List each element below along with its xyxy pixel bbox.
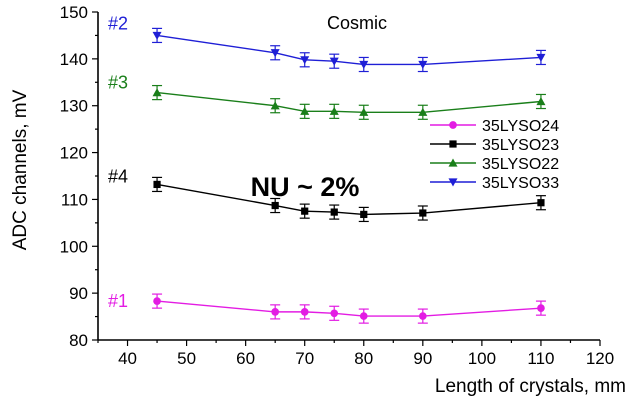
data-point: [329, 57, 339, 66]
data-point: [418, 312, 427, 320]
legend-item: 35LYSO33: [430, 175, 559, 192]
data-point: [359, 60, 369, 69]
x-tick-label: 110: [527, 349, 554, 368]
legend-label: 35LYSO22: [482, 156, 559, 173]
legend-marker: [448, 158, 458, 167]
y-tick-label: 80: [69, 331, 88, 350]
series-tag-label: #1: [108, 291, 128, 311]
series-35LYSO33: #2: [108, 13, 546, 73]
data-point: [329, 106, 339, 115]
legend-item: 35LYSO22: [430, 156, 559, 173]
series-35LYSO24: #1: [108, 291, 546, 324]
series-layer: #1 #4 #3 #2: [108, 13, 546, 324]
data-point: [152, 31, 162, 40]
series-tag-label: #3: [108, 73, 128, 93]
data-point: [359, 312, 368, 320]
data-point: [300, 56, 310, 65]
nu-annotation: NU ~ 2%: [251, 172, 360, 202]
data-point: [153, 180, 161, 189]
data-point: [300, 308, 309, 316]
y-tick-label: 150: [60, 3, 88, 22]
data-point: [330, 208, 338, 216]
y-tick-label: 140: [60, 50, 88, 69]
data-point: [419, 209, 427, 217]
x-tick-label: 80: [354, 349, 373, 368]
data-point: [359, 107, 369, 116]
x-tick-label: 60: [236, 349, 255, 368]
data-point: [300, 106, 310, 115]
series-tag-label: #2: [108, 13, 128, 33]
legend-label: 35LYSO23: [482, 137, 559, 154]
y-tick-label: 100: [60, 237, 88, 256]
data-point: [536, 53, 546, 62]
data-point: [152, 88, 162, 97]
legend-marker: [448, 178, 458, 187]
data-point: [537, 199, 545, 207]
x-tick-label: 120: [586, 349, 614, 368]
y-tick-label: 90: [69, 284, 88, 303]
legend-item: 35LYSO23: [430, 137, 559, 154]
y-axis-title: ADC channels, mV: [10, 89, 31, 250]
chart-title: Cosmic: [327, 13, 387, 33]
x-axis-title: Length of crystals, mm: [435, 376, 626, 397]
data-point: [301, 207, 309, 215]
x-tick-label: 70: [295, 349, 314, 368]
data-point: [270, 49, 280, 58]
legend-item: 35LYSO24: [430, 118, 559, 135]
series-35LYSO23: #4: [108, 166, 546, 223]
data-point: [271, 201, 279, 210]
axes: 40 50 60 70 80 90 100 110 120 80 90 100 110 120 130 140…: [60, 3, 615, 368]
data-point: [271, 308, 280, 316]
series-tag-label: #4: [108, 166, 128, 186]
y-tick-label: 130: [60, 97, 88, 116]
legend-marker: [449, 121, 457, 129]
x-tick-label: 50: [177, 349, 196, 368]
y-tick-label: 120: [60, 144, 88, 163]
y-tick-label: 110: [61, 190, 88, 209]
data-point: [418, 60, 428, 69]
legend-label: 35LYSO24: [482, 118, 559, 135]
data-point: [536, 96, 546, 106]
data-point: [330, 309, 339, 318]
x-tick-label: 100: [468, 349, 496, 368]
data-point: [418, 107, 428, 116]
legend: 35LYSO24 35LYSO23 35LYSO22 35LYSO33: [430, 118, 559, 192]
data-point: [153, 297, 161, 305]
data-point: [360, 210, 368, 219]
legend-label: 35LYSO33: [482, 175, 559, 192]
series-35LYSO22: #3: [108, 73, 546, 120]
legend-marker: [449, 140, 457, 148]
data-point: [270, 101, 280, 110]
data-point: [537, 304, 545, 312]
x-tick-label: 40: [118, 349, 137, 368]
x-tick-label: 90: [413, 349, 432, 368]
